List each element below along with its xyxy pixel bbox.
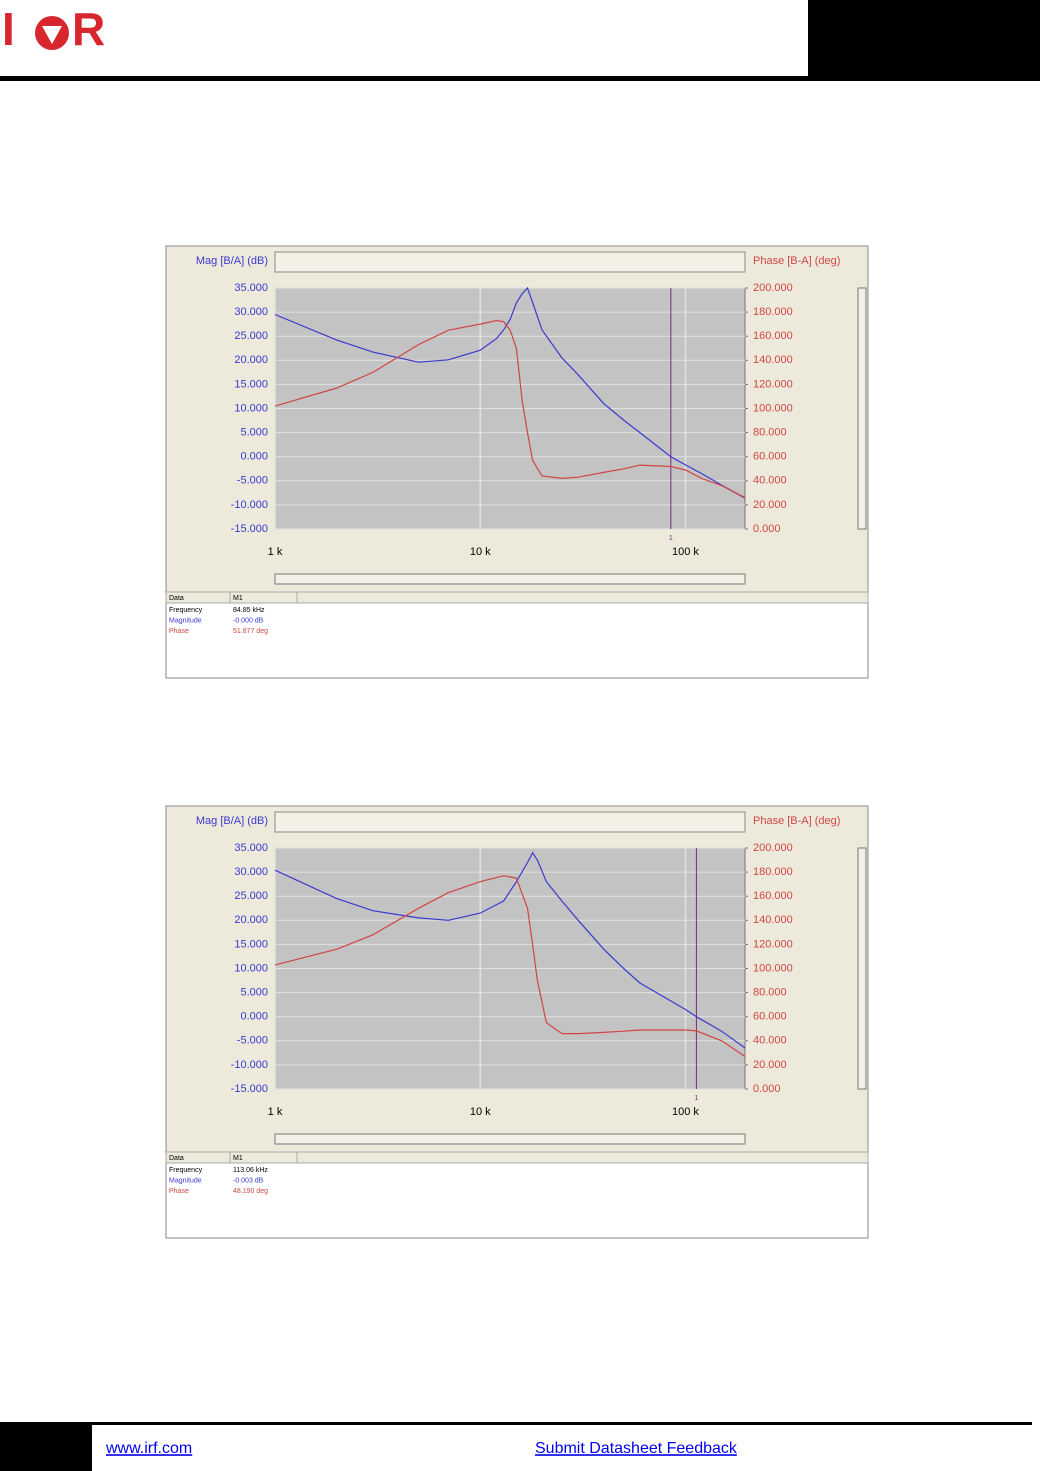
y2-axis-title: Phase [B-A] (deg): [753, 815, 840, 827]
y-tick-label: -15.000: [231, 1083, 268, 1095]
v-scrollbar: [857, 287, 867, 530]
header-block: [808, 0, 1040, 78]
y2-tick-label: 140.000: [753, 354, 793, 366]
table-cell: Phase: [169, 1188, 189, 1195]
y-tick-label: 20.000: [234, 914, 268, 926]
y-axis-title: Mag [B/A] (dB): [196, 255, 268, 267]
y-tick-label: 30.000: [234, 866, 268, 878]
logo-symbol-mark: [42, 26, 62, 44]
y2-tick-label: 20.000: [753, 499, 787, 511]
y-tick-label: -10.000: [231, 1059, 268, 1071]
y2-tick-label: 60.000: [753, 451, 787, 463]
header-rule: [0, 76, 1040, 81]
y2-tick-label: 140.000: [753, 914, 793, 926]
y2-tick-label: 20.000: [753, 1059, 787, 1071]
table-cell: 51.877 deg: [233, 628, 268, 635]
series-line: [274, 319, 746, 499]
y-tick-label: 15.000: [234, 378, 268, 390]
title-box: [274, 811, 746, 833]
y-tick-label: 25.000: [234, 890, 268, 902]
x-tick-label: 100 k: [672, 546, 699, 558]
y-axis-title: Mag [B/A] (dB): [196, 815, 268, 827]
y-tick-label: -15.000: [231, 523, 268, 535]
y2-tick-label: 40.000: [753, 1035, 787, 1047]
y2-tick-label: 100.000: [753, 402, 793, 414]
table-header-cell: Data: [169, 595, 184, 602]
table-cell: 48.190 deg: [233, 1188, 268, 1195]
series-line: [274, 851, 746, 1049]
y-tick-label: 0.000: [240, 451, 268, 463]
y-tick-label: -5.000: [237, 475, 268, 487]
y-tick-label: 10.000: [234, 962, 268, 974]
x-tick-label: 10 k: [470, 546, 491, 558]
y-tick-label: 35.000: [234, 842, 268, 854]
table-header: [165, 591, 869, 604]
marker-label: 1: [669, 535, 673, 542]
series-line: [274, 286, 746, 499]
y-tick-label: -10.000: [231, 499, 268, 511]
v-scrollbar: [857, 847, 867, 1090]
y2-tick-label: 180.000: [753, 306, 793, 318]
y-tick-label: 25.000: [234, 330, 268, 342]
series-line: [274, 875, 746, 1057]
y-tick-label: 5.000: [240, 427, 268, 439]
y-tick-label: 5.000: [240, 987, 268, 999]
y-tick-label: 0.000: [240, 1011, 268, 1023]
table-area: [165, 1151, 869, 1239]
y-tick-label: 20.000: [234, 354, 268, 366]
footer-rule: [0, 1422, 1032, 1425]
table-cell: Frequency: [169, 1167, 203, 1174]
title-box: [274, 251, 746, 273]
y-tick-label: -5.000: [237, 1035, 268, 1047]
y2-tick-label: 200.000: [753, 282, 793, 294]
table-cell: Frequency: [169, 607, 203, 614]
table-area: [165, 591, 869, 679]
table-cell: -0.003 dB: [233, 1177, 264, 1184]
y-tick-label: 10.000: [234, 402, 268, 414]
y2-tick-label: 180.000: [753, 866, 793, 878]
table-header-cell: M1: [233, 1155, 243, 1162]
y2-tick-label: 160.000: [753, 890, 793, 902]
table-cell: -0.000 dB: [233, 617, 264, 624]
footer-link[interactable]: www.irf.com: [105, 1440, 192, 1457]
table-header: [165, 1151, 869, 1164]
table-cell: Phase: [169, 628, 189, 635]
y-tick-label: 15.000: [234, 938, 268, 950]
y2-tick-label: 120.000: [753, 378, 793, 390]
y2-tick-label: 40.000: [753, 475, 787, 487]
y2-tick-label: 80.000: [753, 427, 787, 439]
table-cell: Magnitude: [169, 1177, 202, 1184]
y-tick-label: 35.000: [234, 282, 268, 294]
y2-tick-label: 0.000: [753, 523, 781, 535]
x-tick-label: 100 k: [672, 1106, 699, 1118]
x-tick-label: 1 k: [268, 1106, 283, 1118]
footer-block: [0, 1423, 92, 1471]
y2-tick-label: 200.000: [753, 842, 793, 854]
y2-tick-label: 80.000: [753, 987, 787, 999]
y2-tick-label: 160.000: [753, 330, 793, 342]
marker-label: 1: [694, 1095, 698, 1102]
table-header-cell: Data: [169, 1155, 184, 1162]
logo-left: I: [2, 3, 15, 55]
y2-tick-label: 0.000: [753, 1083, 781, 1095]
y2-axis-title: Phase [B-A] (deg): [753, 255, 840, 267]
table-cell: Magnitude: [169, 617, 202, 624]
x-tick-label: 1 k: [268, 546, 283, 558]
table-cell: 84.85 kHz: [233, 607, 265, 614]
y2-tick-label: 100.000: [753, 962, 793, 974]
table-cell: 113.06 kHz: [233, 1167, 268, 1174]
y2-tick-label: 120.000: [753, 938, 793, 950]
h-scrollbar: [274, 1133, 746, 1145]
table-header-cell: M1: [233, 595, 243, 602]
h-scrollbar: [274, 573, 746, 585]
y-tick-label: 30.000: [234, 306, 268, 318]
feedback-link[interactable]: Submit Datasheet Feedback: [535, 1440, 738, 1457]
x-tick-label: 10 k: [470, 1106, 491, 1118]
y2-tick-label: 60.000: [753, 1011, 787, 1023]
logo-right: R: [72, 3, 105, 55]
